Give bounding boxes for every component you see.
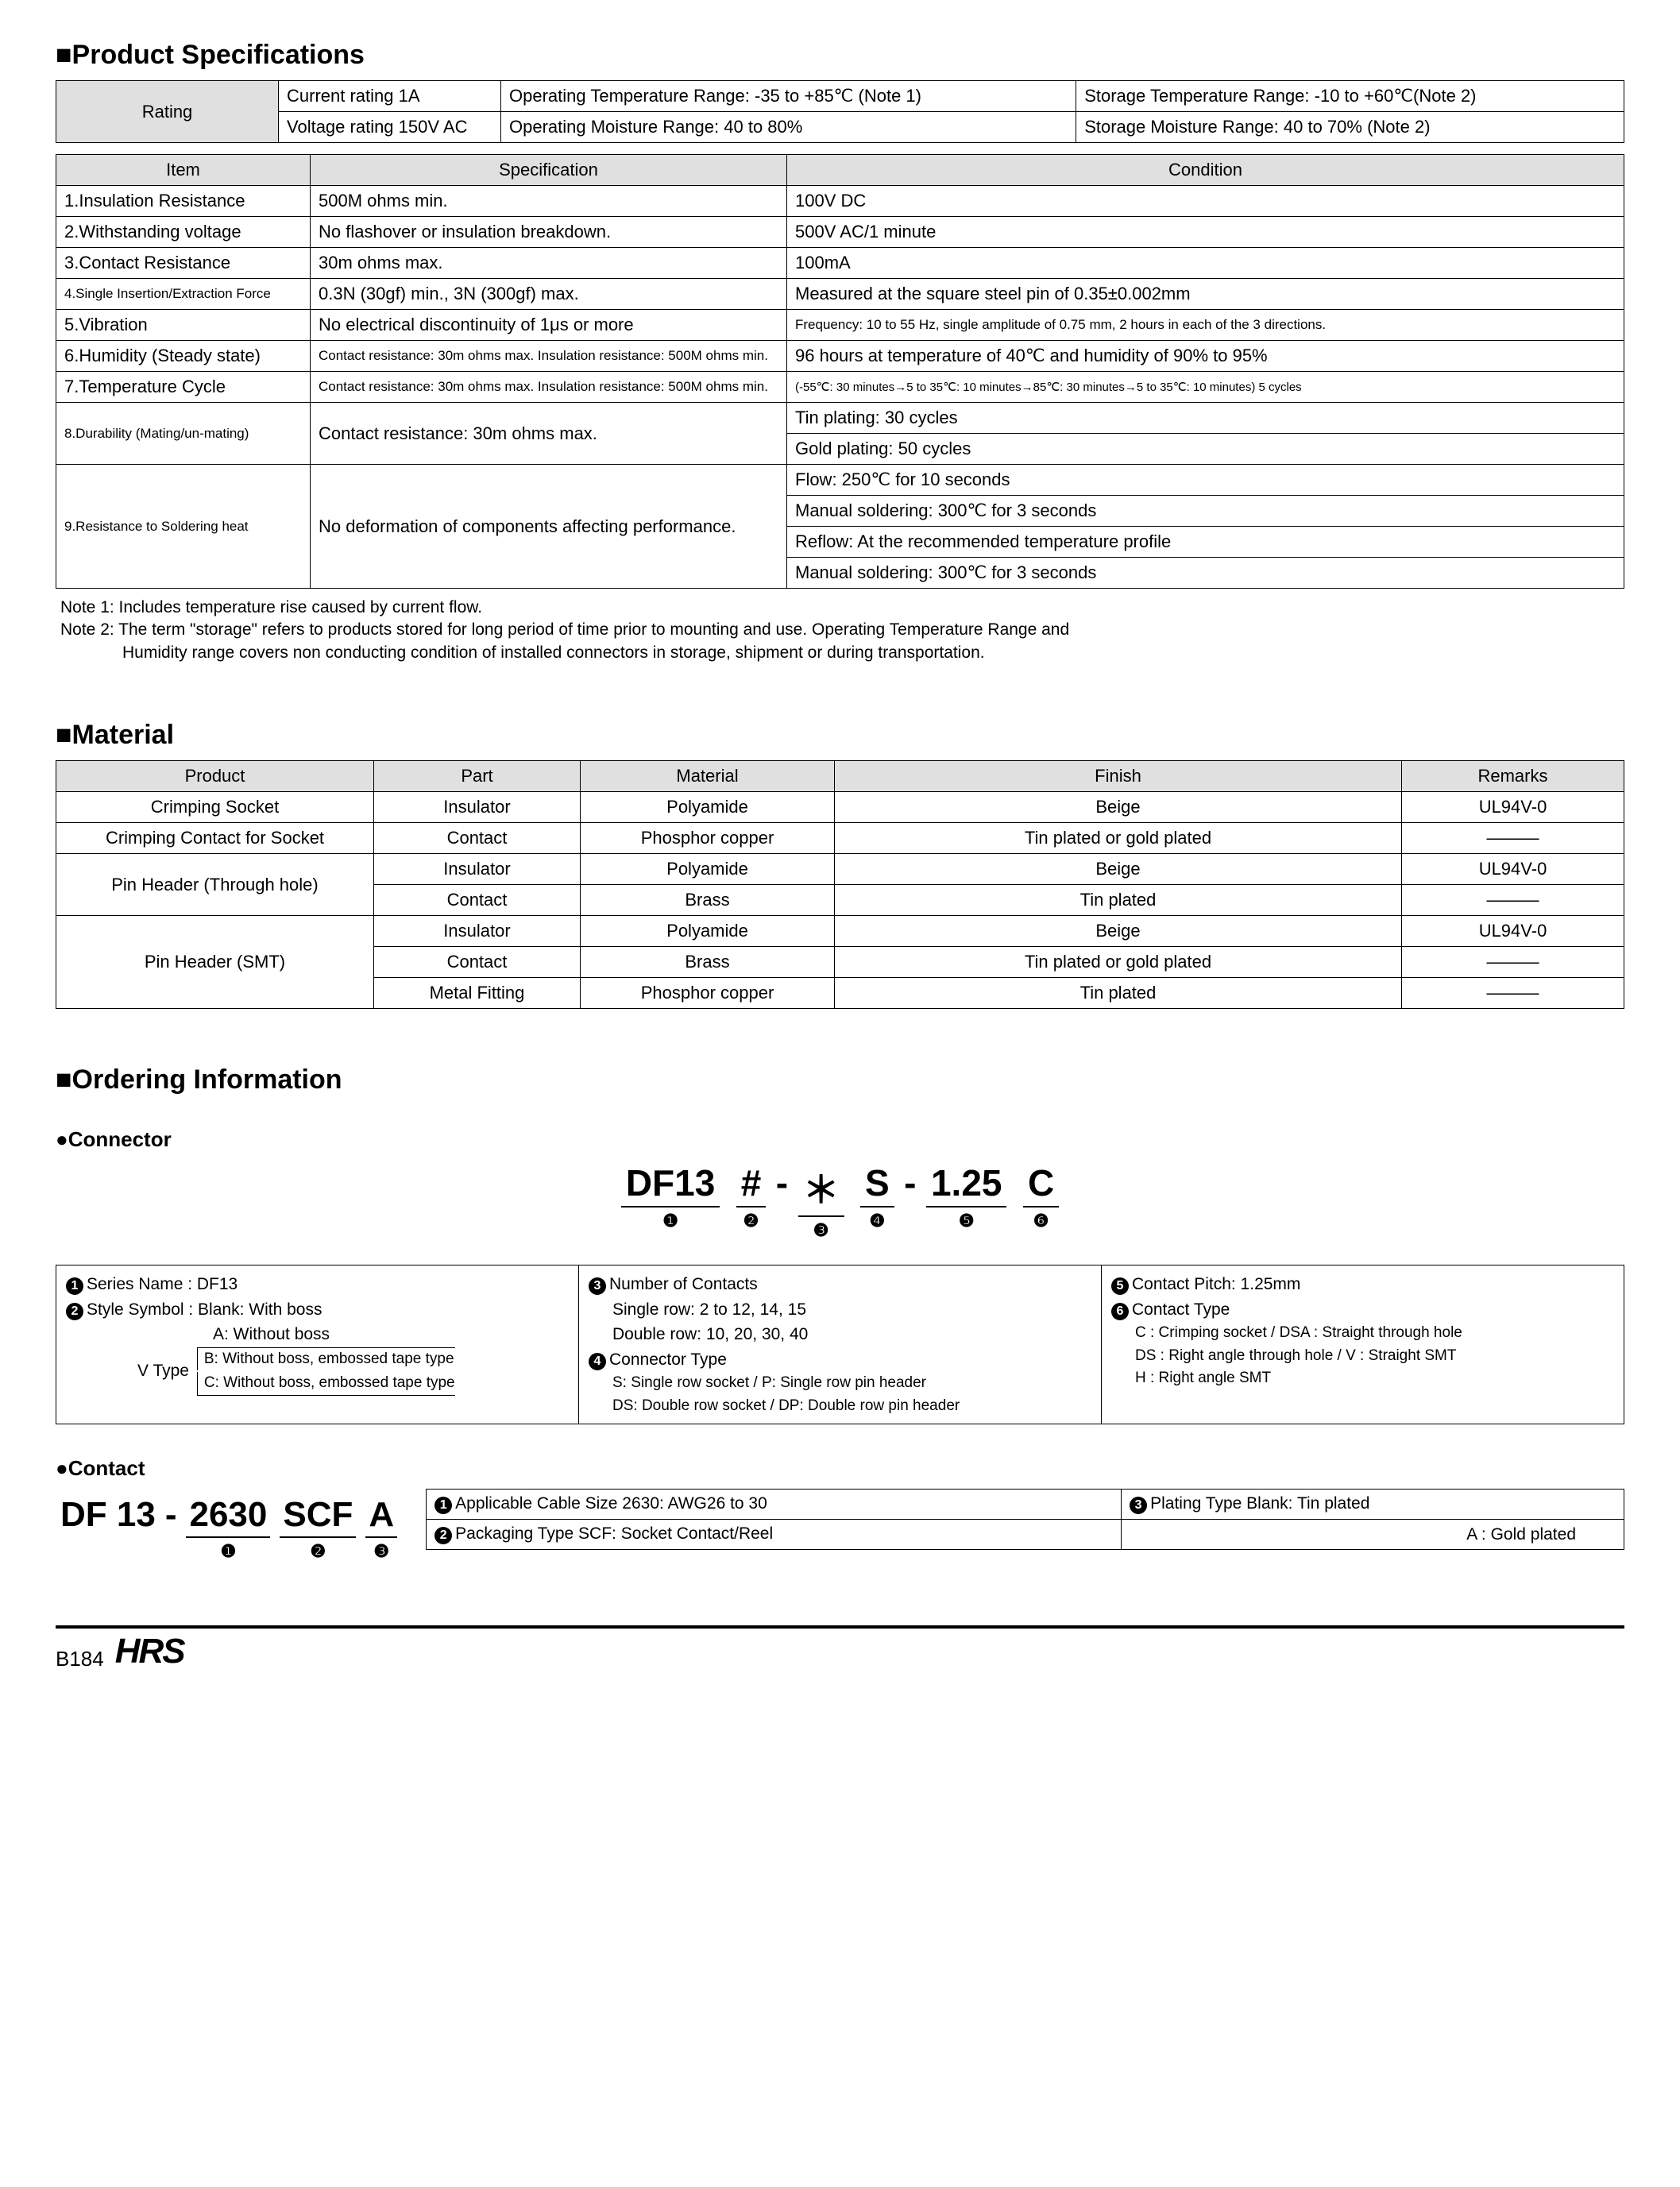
table-row: Crimping Contact for SocketContactPhosph…	[56, 823, 1624, 854]
spec-th-item: Item	[56, 155, 311, 186]
mat-th: Remarks	[1402, 761, 1624, 792]
contact-formula: DF 13 - 2630❶ SCF❷ A❸	[56, 1495, 402, 1562]
table-row: Pin Header (SMT)InsulatorPolyamideBeigeU…	[56, 916, 1624, 947]
rating-header: Rating	[56, 81, 279, 143]
rating-cell: Operating Moisture Range: 40 to 80%	[501, 112, 1076, 143]
rating-cell: Storage Temperature Range: -10 to +60℃(N…	[1076, 81, 1624, 112]
product-spec-title: ■Product Specifications	[56, 40, 1624, 71]
contact-head: ●Contact	[56, 1456, 1624, 1481]
table-row: Pin Header (Through hole)InsulatorPolyam…	[56, 854, 1624, 885]
material-title: ■Material	[56, 720, 1624, 751]
rating-cell: Voltage rating 150V AC	[279, 112, 501, 143]
table-row: 7.Temperature CycleContact resistance: 3…	[56, 372, 1624, 403]
note-1: Note 1: Includes temperature rise caused…	[60, 597, 1624, 619]
table-row: 3.Contact Resistance30m ohms max.100mA	[56, 248, 1624, 279]
rating-table: Rating Current rating 1A Operating Tempe…	[56, 80, 1624, 143]
table-row: 9.Resistance to Soldering heat No deform…	[56, 465, 1624, 496]
note-2b: Humidity range covers non conducting con…	[60, 642, 1624, 664]
connector-col-2: 3Number of Contacts Single row: 2 to 12,…	[579, 1265, 1102, 1424]
table-row: Crimping SocketInsulatorPolyamideBeigeUL…	[56, 792, 1624, 823]
rating-cell: Operating Temperature Range: -35 to +85℃…	[501, 81, 1076, 112]
contact-info-table: 1Applicable Cable Size 2630: AWG26 to 30…	[426, 1489, 1624, 1550]
ordering-title: ■Ordering Information	[56, 1065, 1624, 1095]
table-row: 4.Single Insertion/Extraction Force0.3N …	[56, 279, 1624, 310]
spec-th-spec: Specification	[311, 155, 787, 186]
mat-th: Product	[56, 761, 374, 792]
table-row: 1.Insulation Resistance500M ohms min.100…	[56, 186, 1624, 217]
table-row: 5.VibrationNo electrical discontinuity o…	[56, 310, 1624, 341]
note-2a: Note 2: The term "storage" refers to pro…	[60, 619, 1624, 641]
table-row: 6.Humidity (Steady state)Contact resista…	[56, 341, 1624, 372]
page-footer: B184 HRS	[56, 1625, 1624, 1671]
connector-formula: DF13❶ #❷ - ＊❸ S❹ - 1.25❺ C❻	[56, 1161, 1624, 1241]
table-row: 8.Durability (Mating/un-mating) Contact …	[56, 403, 1624, 434]
notes-block: Note 1: Includes temperature rise caused…	[60, 597, 1624, 664]
hrs-logo: HRS	[115, 1632, 184, 1671]
page-number: B184	[56, 1647, 104, 1671]
mat-th: Material	[581, 761, 835, 792]
spec-table: Item Specification Condition 1.Insulatio…	[56, 154, 1624, 589]
mat-th: Finish	[835, 761, 1402, 792]
rating-cell: Current rating 1A	[279, 81, 501, 112]
connector-col-3: 5Contact Pitch: 1.25mm 6Contact Type C :…	[1102, 1265, 1624, 1424]
connector-head: ●Connector	[56, 1127, 1624, 1152]
table-row: 2.Withstanding voltageNo flashover or in…	[56, 217, 1624, 248]
mat-th: Part	[374, 761, 581, 792]
rating-cell: Storage Moisture Range: 40 to 70% (Note …	[1076, 112, 1624, 143]
connector-info: 1Series Name : DF13 2Style Symbol : Blan…	[56, 1265, 1624, 1424]
spec-th-cond: Condition	[787, 155, 1624, 186]
material-table: Product Part Material Finish Remarks Cri…	[56, 760, 1624, 1009]
connector-col-1: 1Series Name : DF13 2Style Symbol : Blan…	[56, 1265, 579, 1424]
